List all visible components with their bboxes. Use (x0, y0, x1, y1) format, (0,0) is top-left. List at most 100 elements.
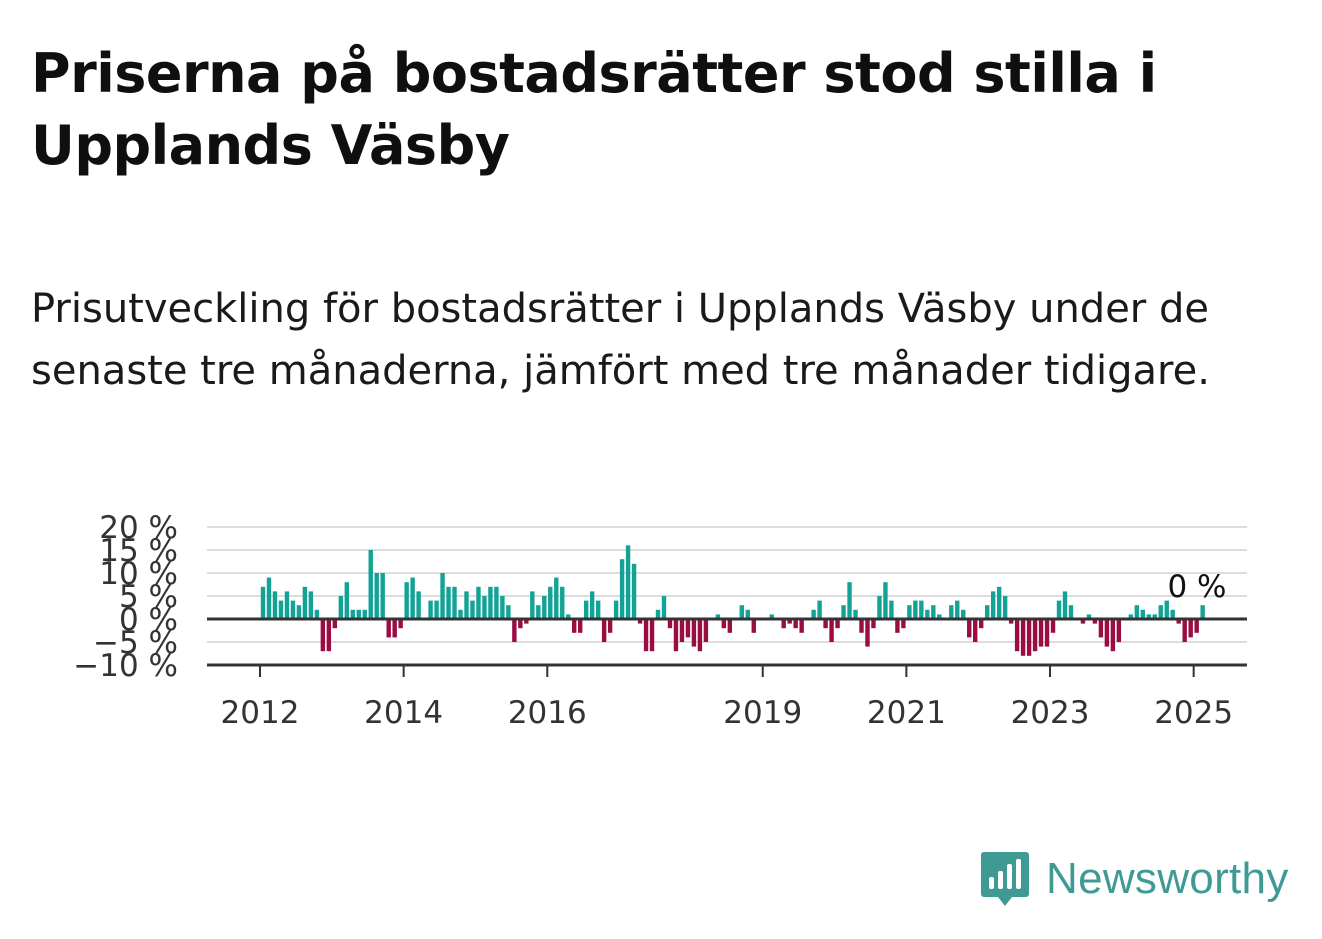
bar (901, 619, 906, 629)
bar (799, 619, 804, 633)
bar (464, 591, 469, 619)
bar (512, 619, 517, 642)
bar (1062, 591, 1068, 619)
bar (440, 573, 445, 619)
bar (955, 600, 960, 619)
bar (853, 609, 858, 619)
bar (434, 600, 439, 619)
x-tick-label: 2023 (1011, 695, 1090, 731)
bar (566, 614, 571, 619)
bar (601, 619, 607, 642)
bar (715, 614, 721, 619)
bar (482, 596, 487, 619)
bar (679, 619, 685, 642)
bar (476, 586, 481, 619)
bar (619, 559, 625, 619)
newsworthy-brand: Newsworthy (980, 848, 1289, 910)
bar (1152, 614, 1157, 619)
bar (685, 619, 691, 638)
bar (302, 586, 308, 619)
bar (416, 591, 421, 619)
bar (272, 591, 278, 619)
newsworthy-logo-icon (981, 852, 1029, 906)
y-tick-label: 0 % (119, 602, 178, 638)
x-axis-ticks: 2012 2014 2016 2019 2021 2023 2025 (221, 665, 1233, 731)
x-tick-label: 2012 (221, 695, 300, 731)
bar (536, 605, 541, 619)
bar (278, 600, 284, 619)
bar (817, 600, 822, 619)
bar (996, 586, 1002, 619)
bar (386, 619, 391, 638)
bar (284, 591, 290, 619)
bar (308, 591, 314, 619)
bar (1044, 619, 1050, 647)
bar (530, 591, 535, 619)
bar (548, 586, 553, 619)
bar (1008, 619, 1014, 624)
bar (990, 591, 996, 619)
bar (1194, 619, 1199, 633)
x-tick-label: 2025 (1154, 695, 1233, 731)
bar (1014, 619, 1020, 652)
bar (1182, 619, 1187, 642)
bar (338, 596, 344, 619)
bar (506, 605, 511, 619)
bar (1164, 600, 1169, 619)
bar (769, 614, 774, 619)
bar (1128, 614, 1134, 619)
bar (1176, 619, 1181, 624)
bar (1140, 609, 1145, 619)
bar (835, 619, 840, 629)
bar (781, 619, 786, 629)
bar (913, 600, 918, 619)
bar (703, 619, 709, 642)
bar (631, 563, 637, 619)
bar (374, 573, 379, 619)
bars (260, 545, 1205, 656)
bar (1080, 619, 1086, 624)
bar (500, 596, 505, 619)
bar (344, 582, 349, 619)
bar (356, 609, 361, 619)
bar (350, 609, 355, 619)
bar (823, 619, 828, 629)
bar (841, 605, 846, 619)
bar (1158, 605, 1163, 619)
bar (1110, 619, 1116, 652)
y-tick-label: −5 % (93, 625, 178, 661)
bar (392, 619, 397, 638)
bar (368, 550, 373, 619)
bar (1038, 619, 1044, 647)
bar (787, 619, 792, 624)
gridlines (207, 526, 1247, 643)
bar (1116, 619, 1122, 642)
x-tick-label: 2016 (508, 695, 587, 731)
brand-name: Newsworthy (1046, 854, 1289, 903)
bar (745, 609, 750, 619)
bar (1050, 619, 1056, 633)
bar (697, 619, 703, 652)
bar (1170, 609, 1175, 619)
bar (1104, 619, 1110, 647)
bar (961, 609, 966, 619)
bar (877, 596, 882, 619)
y-tick-label: 20 % (99, 510, 178, 546)
bar (883, 582, 888, 619)
bar (583, 600, 589, 619)
bar (1146, 614, 1151, 619)
bar (404, 582, 409, 619)
bar (739, 605, 744, 619)
bar (889, 600, 894, 619)
last-value-label: 0 % (1167, 569, 1226, 605)
bar (649, 619, 655, 652)
bar (829, 619, 834, 642)
bar (1134, 605, 1140, 619)
bar (607, 619, 613, 633)
y-axis-ticks: 20 %15 %10 %5 %0 %−5 %−10 % (73, 510, 178, 684)
bar (572, 619, 577, 633)
bar (793, 619, 798, 629)
bar (907, 605, 912, 619)
bar (595, 600, 601, 619)
bar (673, 619, 679, 652)
